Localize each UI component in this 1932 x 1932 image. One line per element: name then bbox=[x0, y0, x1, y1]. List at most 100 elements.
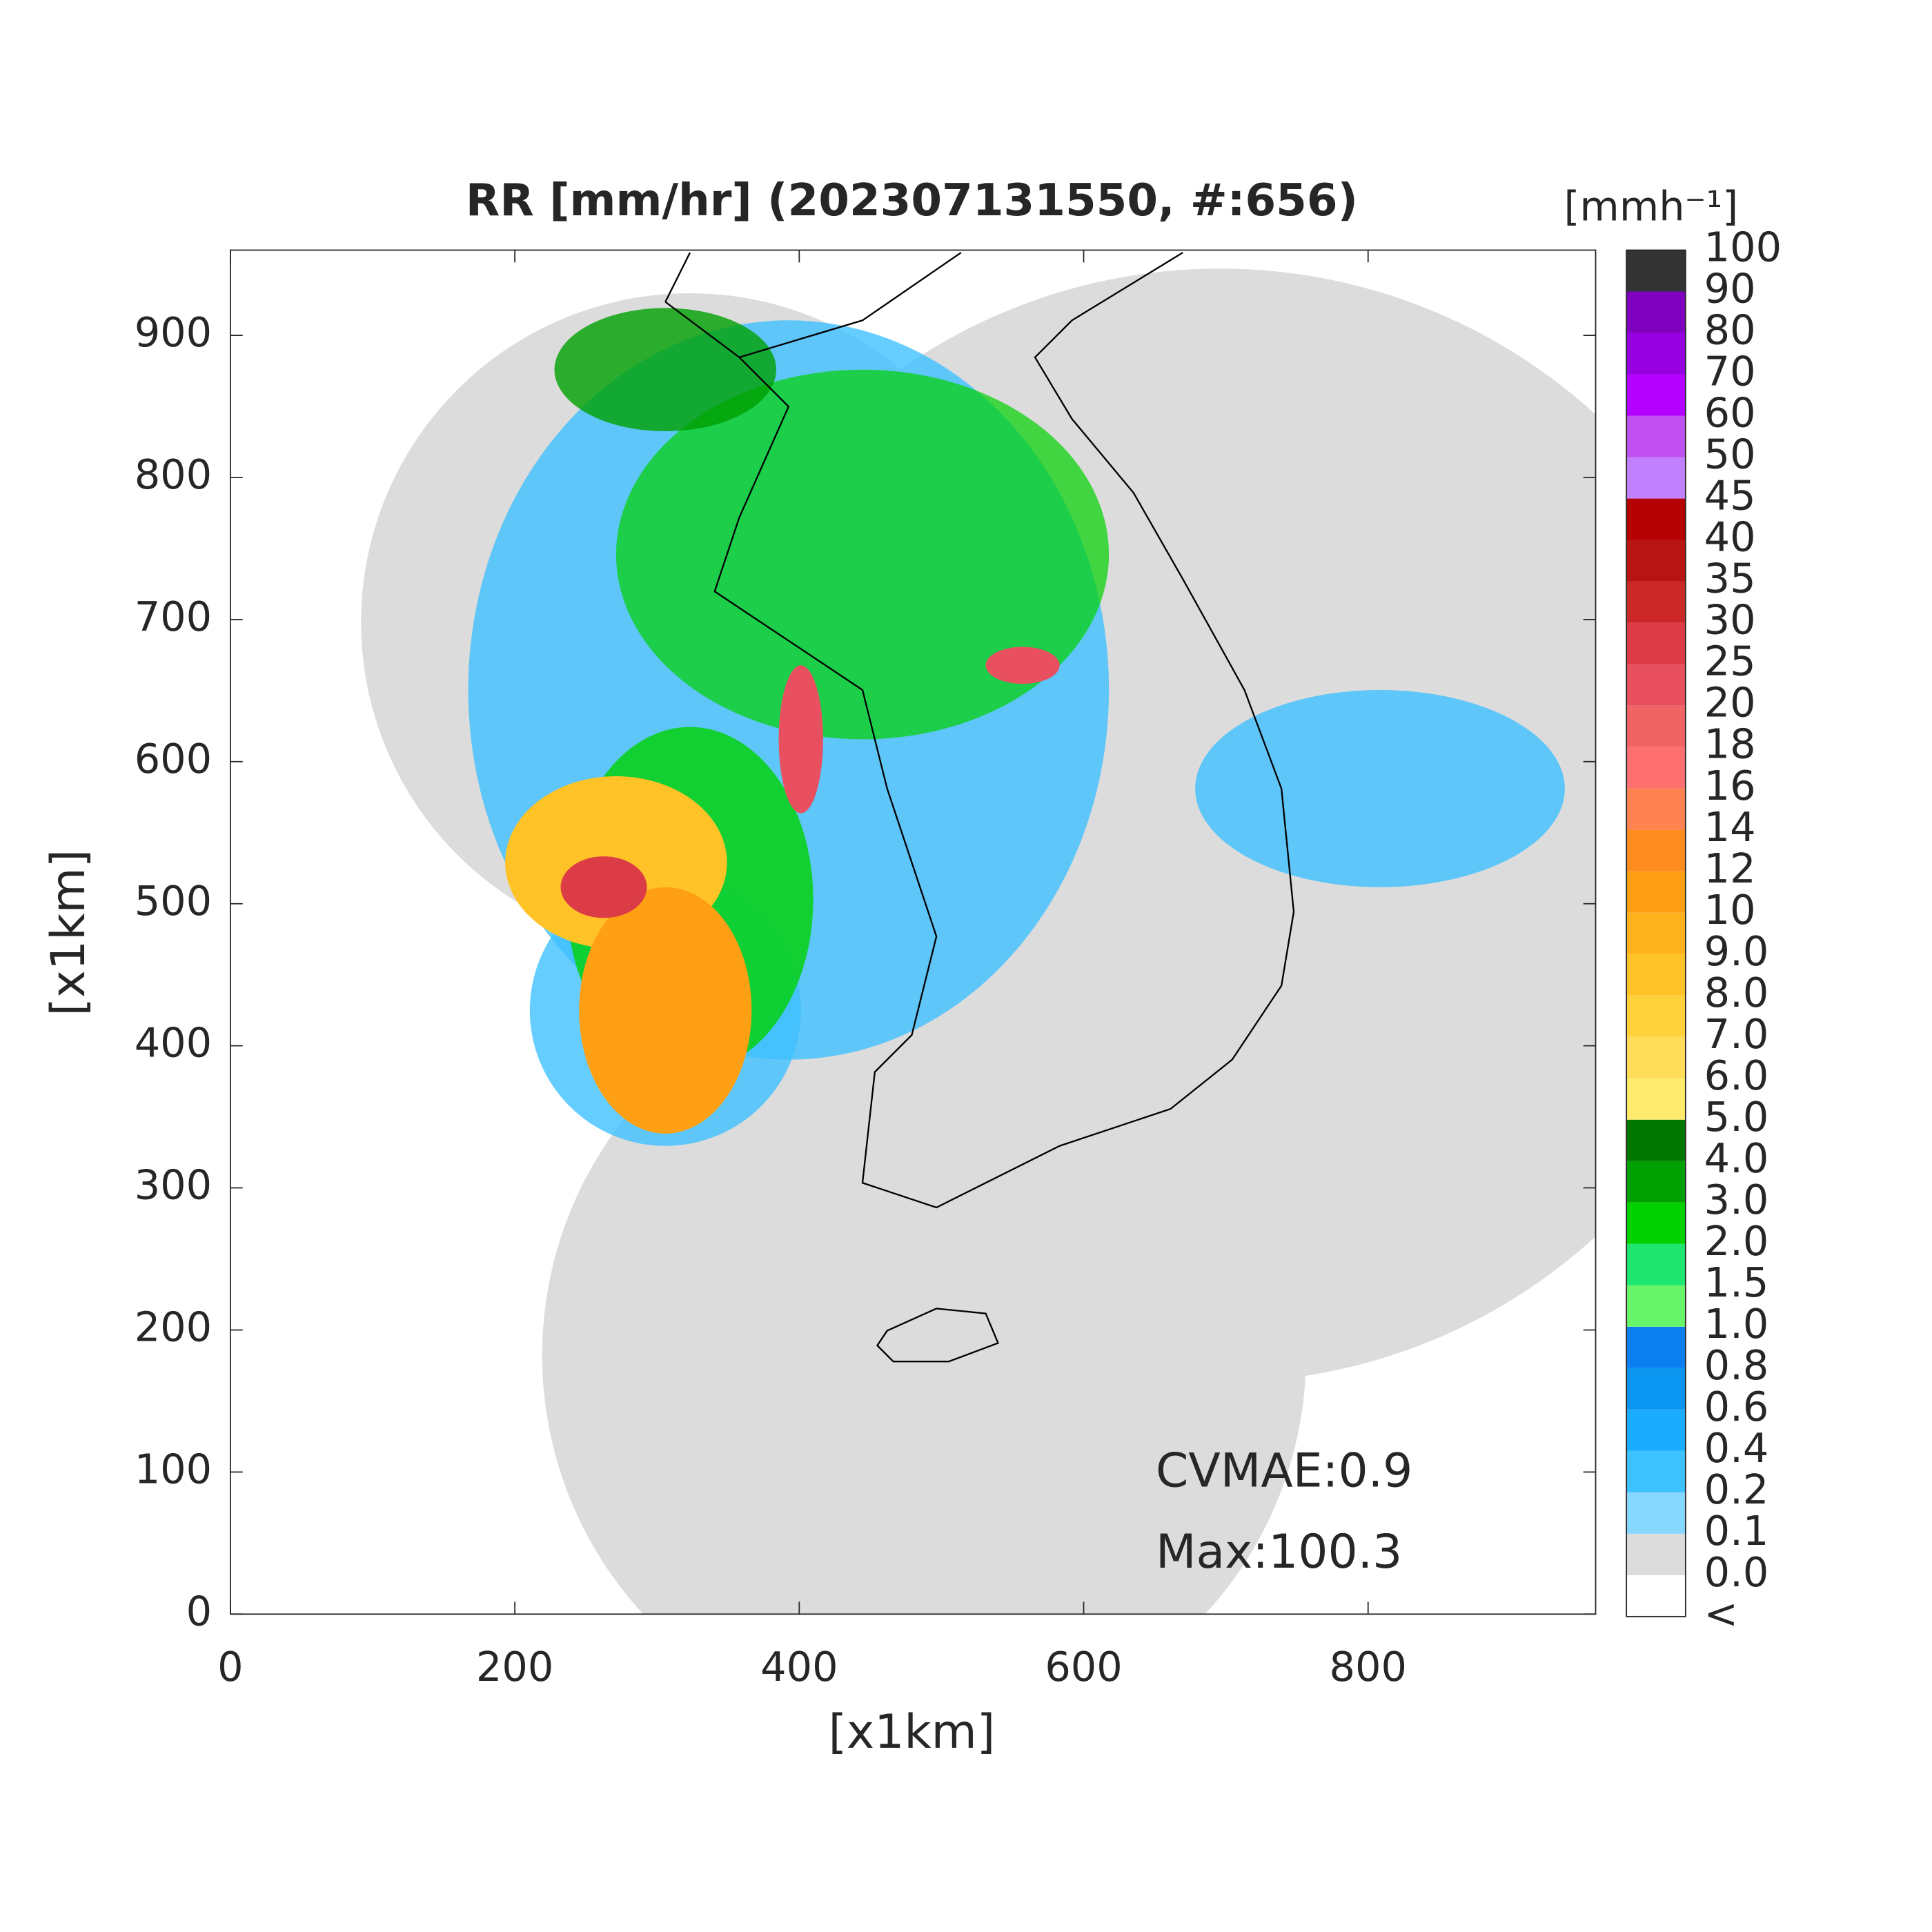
colorbar-tick-label: 0.0 bbox=[1704, 1548, 1769, 1596]
colorbar-bin bbox=[1626, 829, 1686, 871]
colorbar-bin bbox=[1626, 622, 1686, 664]
y-tick-label: 400 bbox=[135, 1019, 212, 1067]
colorbar-tick-label: 7.0 bbox=[1704, 1010, 1769, 1058]
colorbar-tick-label: 16 bbox=[1704, 762, 1756, 809]
colorbar-bin bbox=[1626, 871, 1686, 913]
y-axis-label: [x1km] bbox=[41, 849, 96, 1016]
chart-title: RR [mm/hr] (202307131550, #:656) bbox=[466, 175, 1358, 226]
colorbar-tick-label: 90 bbox=[1704, 265, 1756, 313]
colorbar-label: [mmh⁻¹] bbox=[1564, 183, 1738, 230]
annotation: CVMAE:0.9 bbox=[1156, 1443, 1412, 1498]
colorbar-tick-label: 60 bbox=[1704, 389, 1756, 437]
colorbar-bin bbox=[1626, 291, 1686, 333]
colorbar-tick-label: 6.0 bbox=[1704, 1052, 1769, 1099]
colorbar-tick-label: 18 bbox=[1704, 720, 1756, 768]
colorbar-tick-label: 0.4 bbox=[1704, 1424, 1769, 1472]
x-tick-label: 400 bbox=[760, 1643, 838, 1690]
colorbar-bin bbox=[1626, 540, 1686, 582]
colorbar-tick-label: 8.0 bbox=[1704, 969, 1769, 1016]
colorbar-tick-label: 4.0 bbox=[1704, 1134, 1769, 1182]
colorbar-tick-label: < bbox=[1704, 1590, 1738, 1637]
coastline bbox=[664, 252, 1295, 1209]
colorbar-tick-label: 14 bbox=[1704, 803, 1756, 851]
colorbar-bin bbox=[1626, 1036, 1686, 1078]
colorbar-bin bbox=[1626, 705, 1686, 747]
y-tick-label: 900 bbox=[135, 308, 212, 356]
y-tick-label: 700 bbox=[135, 593, 212, 640]
colorbar-tick-label: 40 bbox=[1704, 513, 1756, 561]
colorbar-bin bbox=[1626, 1243, 1686, 1285]
colorbar-tick-label: 35 bbox=[1704, 555, 1756, 602]
colorbar-bin bbox=[1626, 581, 1686, 623]
plot-frame bbox=[230, 249, 1597, 1615]
colorbar-bin bbox=[1626, 995, 1686, 1037]
colorbar-bin bbox=[1626, 374, 1686, 416]
colorbar-tick-label: 12 bbox=[1704, 845, 1756, 892]
annotation: Max:100.3 bbox=[1156, 1525, 1402, 1579]
rain-area bbox=[579, 887, 752, 1134]
colorbar-tick-label: 0.6 bbox=[1704, 1383, 1769, 1430]
rain-area bbox=[560, 856, 647, 918]
colorbar-tick-label: 25 bbox=[1704, 638, 1756, 685]
colorbar-bin bbox=[1626, 954, 1686, 996]
y-tick-label: 300 bbox=[135, 1161, 212, 1209]
y-tick-label: 200 bbox=[135, 1303, 212, 1351]
colorbar-bin bbox=[1626, 1326, 1686, 1368]
x-tick-label: 200 bbox=[476, 1643, 553, 1690]
colorbar-bin bbox=[1626, 1450, 1686, 1492]
colorbar-bin bbox=[1626, 664, 1686, 706]
y-tick-label: 500 bbox=[135, 877, 212, 925]
colorbar-bin bbox=[1626, 912, 1686, 954]
x-tick-label: 0 bbox=[217, 1643, 243, 1690]
colorbar-bin bbox=[1626, 250, 1686, 292]
radar-coverage bbox=[542, 973, 1306, 1615]
colorbar-bin bbox=[1626, 788, 1686, 830]
colorbar-bin bbox=[1626, 1533, 1686, 1575]
colorbar-bin bbox=[1626, 1368, 1686, 1410]
colorbar-bin bbox=[1626, 1492, 1686, 1534]
rain-area bbox=[554, 308, 776, 431]
y-tick-label: 0 bbox=[186, 1587, 212, 1635]
colorbar-bin bbox=[1626, 333, 1686, 375]
colorbar-tick-label: 2.0 bbox=[1704, 1217, 1769, 1265]
colorbar-tick-label: 20 bbox=[1704, 679, 1756, 727]
rain-area bbox=[615, 369, 1110, 740]
x-axis-label: [x1km] bbox=[829, 1705, 996, 1759]
colorbar-tick-label: 1.0 bbox=[1704, 1300, 1769, 1348]
y-tick-label: 100 bbox=[135, 1445, 212, 1492]
colorbar-bin bbox=[1626, 1575, 1686, 1617]
colorbar-bin bbox=[1626, 498, 1686, 540]
colorbar-bin bbox=[1626, 1161, 1686, 1203]
y-tick-label: 800 bbox=[135, 451, 212, 498]
rain-area bbox=[1195, 690, 1565, 887]
colorbar-bin bbox=[1626, 1409, 1686, 1451]
colorbar-tick-label: 3.0 bbox=[1704, 1176, 1769, 1223]
colorbar-tick-label: 100 bbox=[1704, 224, 1782, 271]
x-tick-label: 600 bbox=[1045, 1643, 1122, 1690]
colorbar-tick-label: 5.0 bbox=[1704, 1093, 1769, 1141]
colorbar-bin bbox=[1626, 1078, 1686, 1120]
x-tick-label: 800 bbox=[1330, 1643, 1407, 1690]
colorbar-bin bbox=[1626, 415, 1686, 457]
colorbar-tick-label: 10 bbox=[1704, 886, 1756, 934]
colorbar-tick-label: 0.2 bbox=[1704, 1466, 1769, 1513]
y-tick-label: 600 bbox=[135, 735, 212, 782]
rain-area bbox=[985, 647, 1060, 684]
colorbar-tick-label: 1.5 bbox=[1704, 1259, 1769, 1306]
colorbar-tick-label: 50 bbox=[1704, 431, 1756, 478]
colorbar-bin bbox=[1626, 457, 1686, 499]
radar-field bbox=[361, 252, 1596, 1615]
coastline bbox=[876, 1308, 999, 1363]
colorbar-tick-label: 0.1 bbox=[1704, 1507, 1769, 1555]
colorbar-bin bbox=[1626, 747, 1686, 789]
colorbar-tick-label: 9.0 bbox=[1704, 927, 1769, 975]
colorbar-tick-label: 80 bbox=[1704, 306, 1756, 354]
colorbar-bin bbox=[1626, 1119, 1686, 1161]
colorbar-frame bbox=[1626, 249, 1686, 1617]
colorbar-tick-label: 30 bbox=[1704, 596, 1756, 644]
colorbar-bin bbox=[1626, 1202, 1686, 1244]
colorbar-tick-label: 0.8 bbox=[1704, 1341, 1769, 1389]
colorbar-bin bbox=[1626, 1285, 1686, 1327]
rain-area bbox=[778, 665, 823, 814]
